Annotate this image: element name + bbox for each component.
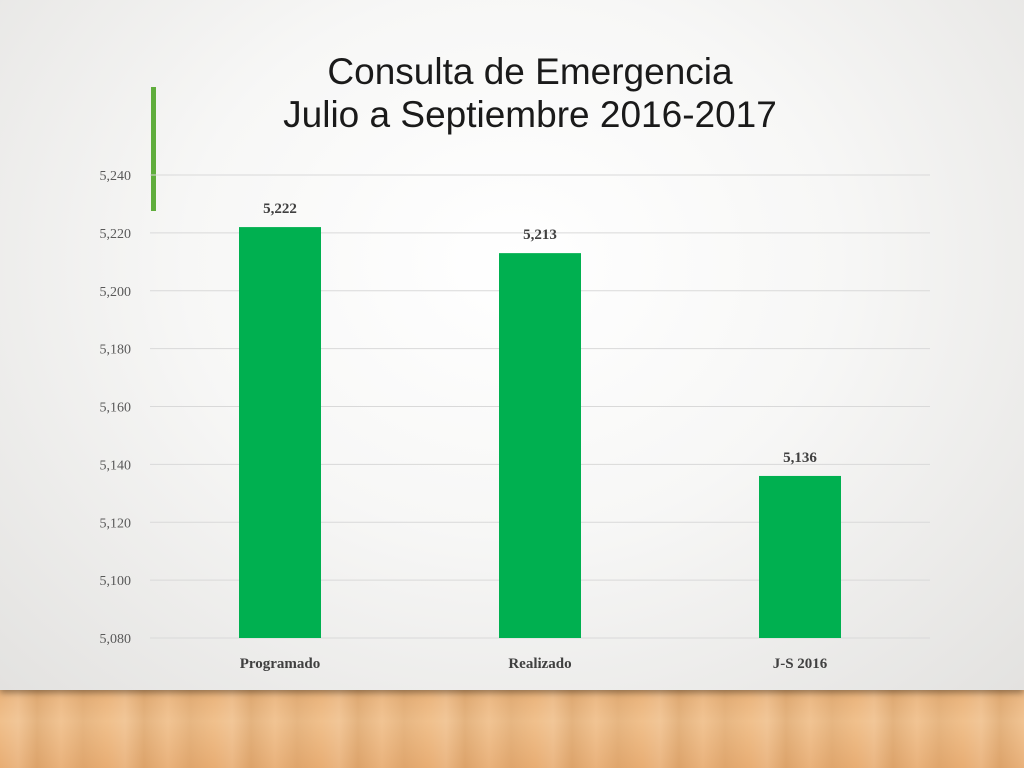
y-tick-label: 5,180 — [100, 343, 132, 358]
bar-chart: 5,080 5,100 5,120 5,140 5,160 5,180 5,200 5,220… — [100, 169, 930, 672]
y-tick-label: 5,080 — [100, 632, 132, 647]
y-tick-label: 5,160 — [100, 401, 132, 416]
data-label: 5,213 — [523, 227, 557, 243]
y-tick-label: 5,120 — [100, 516, 132, 531]
bar — [239, 227, 321, 638]
y-tick-label: 5,200 — [100, 285, 132, 300]
category-label: Realizado — [508, 656, 571, 672]
data-label: 5,136 — [783, 450, 817, 466]
title-line-2: Julio a Septiembre 2016-2017 — [283, 94, 777, 135]
data-label: 5,222 — [263, 201, 297, 217]
chart-title: Consulta de Emergencia Julio a Septiembr… — [230, 50, 830, 136]
y-tick-label: 5,240 — [100, 169, 132, 184]
bar — [499, 253, 581, 638]
y-tick-label: 5,140 — [100, 458, 132, 473]
title-line-1: Consulta de Emergencia — [327, 51, 733, 92]
bar — [759, 475, 841, 638]
y-tick-label: 5,220 — [100, 227, 132, 242]
category-label: Programado — [240, 656, 321, 672]
category-label: J-S 2016 — [773, 656, 828, 672]
floor-background — [0, 690, 1024, 768]
y-tick-label: 5,100 — [100, 574, 132, 589]
accent-bar — [151, 87, 156, 211]
slide: Consulta de Emergencia Julio a Septiembr… — [0, 0, 1024, 690]
